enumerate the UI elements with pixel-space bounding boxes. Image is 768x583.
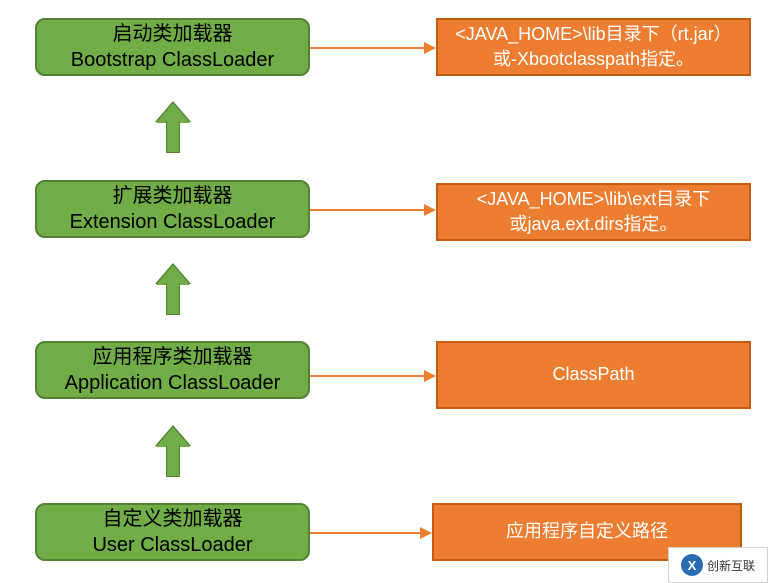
node-extension-en: Extension ClassLoader	[70, 209, 276, 235]
node-user: 自定义类加载器 User ClassLoader	[35, 503, 310, 561]
up-arrow-icon	[156, 427, 190, 477]
desc-extension-line2: 或java.ext.dirs指定。	[509, 212, 677, 237]
up-arrow-icon	[156, 103, 190, 153]
node-application: 应用程序类加载器 Application ClassLoader	[35, 341, 310, 399]
node-extension: 扩展类加载器 Extension ClassLoader	[35, 180, 310, 238]
watermark-logo-icon: X	[681, 554, 703, 576]
node-bootstrap-cn: 启动类加载器	[113, 21, 233, 47]
desc-extension: <JAVA_HOME>\lib\ext目录下 或java.ext.dirs指定。	[436, 183, 751, 241]
node-bootstrap: 启动类加载器 Bootstrap ClassLoader	[35, 18, 310, 76]
node-extension-cn: 扩展类加载器	[113, 183, 233, 209]
desc-bootstrap: <JAVA_HOME>\lib目录下（rt.jar） 或-Xbootclassp…	[436, 18, 751, 76]
node-application-en: Application ClassLoader	[65, 370, 281, 396]
watermark: X 创新互联	[668, 547, 768, 583]
node-user-en: User ClassLoader	[92, 532, 252, 558]
desc-application-line1: ClassPath	[552, 362, 634, 387]
watermark-text: 创新互联	[707, 557, 755, 574]
desc-extension-line1: <JAVA_HOME>\lib\ext目录下	[477, 187, 710, 212]
desc-application: ClassPath	[436, 341, 751, 409]
desc-bootstrap-line2: 或-Xbootclasspath指定。	[493, 47, 694, 72]
node-bootstrap-en: Bootstrap ClassLoader	[71, 47, 274, 73]
up-arrow-icon	[156, 265, 190, 315]
node-user-cn: 自定义类加载器	[103, 506, 243, 532]
desc-user-line1: 应用程序自定义路径	[506, 519, 668, 544]
desc-bootstrap-line1: <JAVA_HOME>\lib目录下（rt.jar）	[455, 22, 731, 47]
classloader-hierarchy-diagram: 启动类加载器 Bootstrap ClassLoader 扩展类加载器 Exte…	[0, 0, 768, 583]
node-application-cn: 应用程序类加载器	[93, 344, 253, 370]
